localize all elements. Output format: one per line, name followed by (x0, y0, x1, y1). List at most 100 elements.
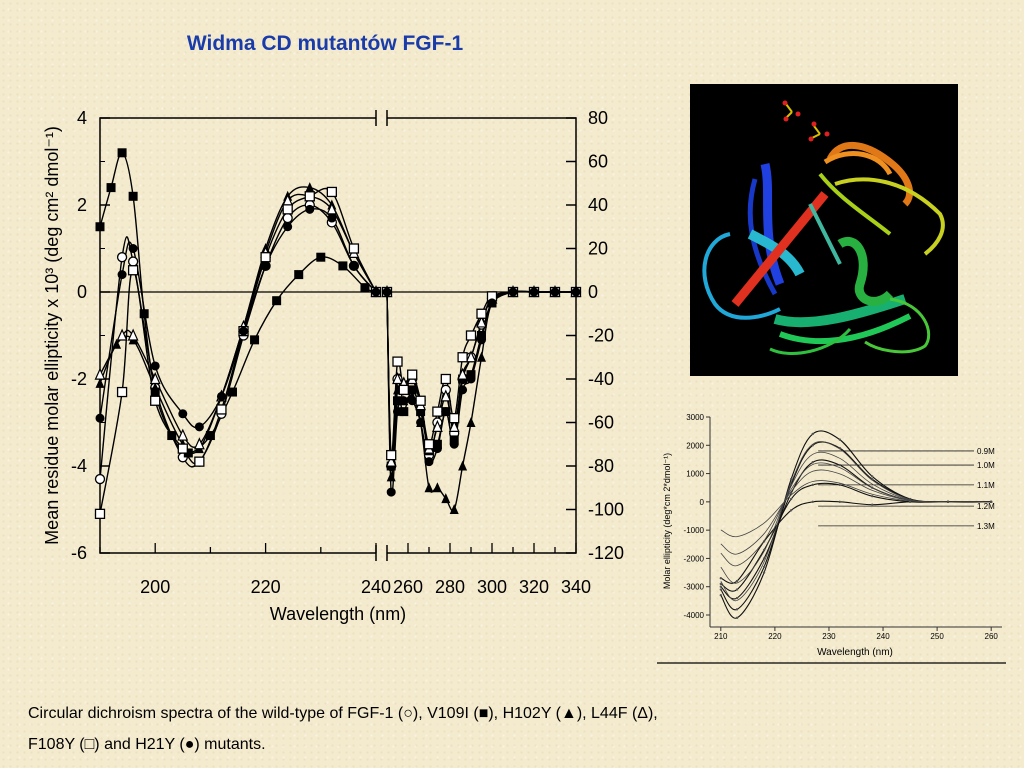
inset-data-point (719, 594, 723, 597)
data-point-h21y (487, 298, 497, 308)
data-point-f108y (348, 243, 360, 254)
data-point-f108y (260, 252, 271, 263)
inset-data-point (719, 585, 723, 588)
inset-y-tick-label: 2000 (686, 441, 704, 450)
x-tick-label-right: 280 (435, 577, 465, 597)
data-point-f108y (398, 384, 409, 396)
data-point-l44f (385, 454, 397, 467)
data-point-h21y (194, 422, 204, 432)
data-point-h21y (349, 261, 359, 271)
series-line-l44f (99, 193, 377, 448)
inset-series-label: 1.3M (977, 522, 995, 531)
inset-data-point (838, 463, 841, 467)
inset-series-intermediate (720, 469, 992, 555)
y-tick-label-right: -60 (588, 413, 614, 433)
inset-series-label: 1.2M (977, 502, 995, 511)
data-point-h102y (150, 382, 160, 393)
data-point-v109i (183, 448, 193, 458)
data-point-l44f (476, 315, 487, 328)
inset-data-point (811, 432, 814, 436)
data-point-h21y (466, 374, 476, 384)
data-point-h102y (432, 482, 442, 493)
data-point-h21y (327, 213, 337, 223)
data-point-v109i (316, 252, 326, 262)
data-point-h21y (449, 439, 459, 449)
inset-x-tick-label: 220 (768, 632, 782, 641)
data-point-v109i (393, 396, 402, 406)
data-point-wild-type (94, 473, 106, 485)
data-point-h21y (386, 487, 396, 497)
slide-title: Widma CD mutantów FGF-1 (186, 32, 464, 55)
data-point-l44f (392, 372, 403, 385)
inset-data-point (762, 571, 766, 574)
data-point-l44f (94, 367, 106, 380)
data-point-l44f (177, 428, 189, 441)
data-point-l44f (457, 367, 469, 380)
data-point-l44f (149, 372, 161, 385)
data-point-h21y (424, 457, 434, 467)
data-point-h21y (508, 287, 518, 297)
inset-data-point (735, 596, 739, 600)
inset-series-0.9M (720, 430, 992, 619)
data-point-v109i (399, 407, 409, 417)
y-tick-label-left: 4 (77, 108, 87, 128)
y-tick-label-left: -4 (71, 456, 87, 476)
data-point-f108y (216, 404, 227, 415)
inset-cd-chart: 3000 2000 1000 0 -1000 -2000 -3000 -4000 210 220 2… (657, 413, 1006, 664)
inset-series-label: 1.0M (977, 461, 995, 470)
data-point-f108y (465, 330, 477, 341)
data-point-f108y (116, 386, 128, 398)
y-tick-label-right: -20 (588, 326, 614, 346)
inset-series-intermediate (720, 462, 992, 567)
data-point-wild-type (282, 212, 293, 224)
inset-y-tick-label: -1000 (684, 526, 705, 535)
caption-line-1: Circular dichroism spectra of the wild-t… (28, 705, 658, 722)
data-point-h21y (407, 396, 417, 406)
protein-ribbon-icon (702, 100, 945, 355)
inset-y-tick-label: 0 (700, 498, 705, 507)
data-point-f108y (476, 308, 487, 319)
inset-y-axis-title: Molar ellipticity (deg*cm 2*dmol⁻¹) (662, 453, 672, 589)
data-point-v109i (360, 283, 370, 293)
data-point-h21y (393, 407, 402, 417)
data-point-f108y (423, 439, 435, 450)
data-point-h102y (449, 504, 459, 514)
data-point-v109i (416, 407, 426, 417)
data-point-h102y (441, 493, 451, 504)
data-point-h21y (441, 407, 451, 417)
inset-data-point (762, 557, 766, 560)
data-point-h21y (283, 222, 293, 232)
y-tick-label-right: 20 (588, 239, 608, 259)
inset-data-point (735, 588, 739, 591)
inset-y-tick-label: -3000 (684, 583, 705, 592)
data-point-v109i (205, 431, 215, 441)
x-tick-label-right: 340 (561, 577, 591, 597)
x-axis-title: Wavelength (nm) (270, 604, 406, 624)
data-point-v109i (117, 148, 127, 158)
y-tick-label-right: 40 (588, 195, 608, 215)
figure-caption: Circular dichroism spectra of the wild-t… (28, 698, 1008, 760)
inset-data-point (719, 588, 723, 591)
data-point-h102y (424, 482, 434, 493)
inset-data-point (735, 579, 739, 583)
x-tick-label-left: 240 (361, 577, 391, 597)
data-point-h21y (382, 287, 392, 297)
data-point-h21y (239, 326, 249, 336)
data-point-v109i (272, 296, 282, 306)
data-point-wild-type (116, 252, 128, 263)
data-point-l44f (431, 419, 443, 432)
data-point-f108y (177, 443, 188, 454)
inset-data-point (735, 616, 739, 620)
data-point-f108y (326, 186, 337, 198)
x-tick-label-left: 200 (140, 577, 170, 597)
inset-data-point (871, 503, 874, 506)
data-point-h102y (466, 417, 476, 427)
data-point-h102y (95, 377, 105, 388)
y-tick-label-right: -40 (588, 369, 614, 389)
data-point-h102y (386, 471, 396, 482)
inset-y-tick-label: 3000 (686, 413, 704, 422)
data-point-v109i (338, 261, 348, 271)
inset-series-intermediate (720, 480, 992, 538)
data-point-h102y (458, 460, 468, 471)
inset-x-tick-label: 230 (822, 632, 836, 641)
